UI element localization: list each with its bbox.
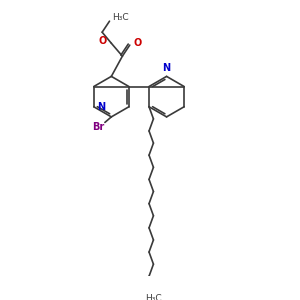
Text: Br: Br	[92, 122, 105, 132]
Text: O: O	[134, 38, 142, 48]
Text: H₃C: H₃C	[112, 13, 129, 22]
Text: N: N	[163, 63, 171, 73]
Text: O: O	[98, 36, 107, 46]
Text: N: N	[98, 102, 106, 112]
Text: H₃C: H₃C	[145, 294, 162, 300]
